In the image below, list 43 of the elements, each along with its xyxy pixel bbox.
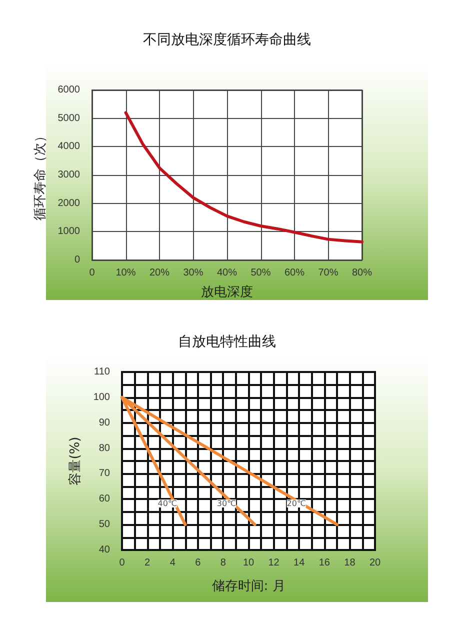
x-tick-label: 14 (294, 558, 306, 568)
x-tick-label: 80% (352, 268, 372, 278)
y-tick-label: 0 (74, 254, 80, 266)
x-tick-label: 6 (195, 558, 202, 568)
y-tick-label: 40 (98, 544, 110, 556)
x-tick-label: 70% (318, 268, 338, 278)
x-tick-label: 10% (116, 268, 136, 278)
x-tick-label: 60% (284, 268, 305, 278)
x-axis-title: 储存时间: 月 (212, 579, 286, 594)
y-tick-label: 1000 (58, 226, 80, 238)
y-tick-label: 50 (98, 519, 110, 530)
y-axis-title: 循环寿命（次） (32, 130, 48, 220)
x-tick-label: 4 (170, 558, 176, 568)
y-tick-label: 3000 (58, 170, 80, 180)
chart-title: 自放电特性曲线 (178, 334, 276, 350)
x-tick-label: 16 (318, 558, 330, 568)
x-tick-label: 18 (344, 558, 356, 568)
x-tick-label: 0 (119, 558, 126, 568)
y-axis-title: 容量(%) (67, 436, 83, 486)
x-tick-label: 2 (144, 558, 151, 568)
y-tick-label: 80 (98, 442, 110, 454)
series-label: 30℃ (216, 499, 236, 508)
y-tick-label: 100 (93, 392, 110, 403)
series-label: 40℃ (158, 499, 177, 508)
x-tick-label: 12 (268, 558, 280, 568)
y-tick-label: 2000 (58, 198, 80, 209)
x-tick-label: 20% (149, 268, 170, 278)
y-tick-label: 90 (98, 417, 110, 428)
y-tick-label: 5000 (58, 112, 80, 124)
y-tick-label: 4000 (58, 141, 80, 152)
x-tick-label: 8 (220, 558, 226, 568)
x-tick-label: 50% (250, 268, 271, 278)
x-tick-label: 30% (183, 268, 204, 278)
y-tick-label: 60 (98, 494, 110, 505)
x-axis-title: 放电深度 (201, 284, 253, 300)
x-tick-label: 20 (369, 558, 381, 568)
chart-title: 不同放电深度循环寿命曲线 (143, 32, 311, 48)
y-tick-label: 6000 (58, 84, 80, 96)
x-tick-label: 10 (242, 558, 254, 568)
x-tick-label: 40% (216, 268, 238, 278)
y-tick-label: 70 (98, 468, 110, 480)
y-tick-label: 110 (94, 366, 110, 378)
series-label: 20℃ (286, 499, 306, 508)
